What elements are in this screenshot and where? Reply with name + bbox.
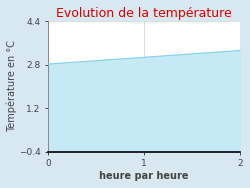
X-axis label: heure par heure: heure par heure bbox=[100, 171, 189, 181]
Y-axis label: Température en °C: Température en °C bbox=[7, 40, 18, 132]
Title: Evolution de la température: Evolution de la température bbox=[56, 7, 232, 20]
